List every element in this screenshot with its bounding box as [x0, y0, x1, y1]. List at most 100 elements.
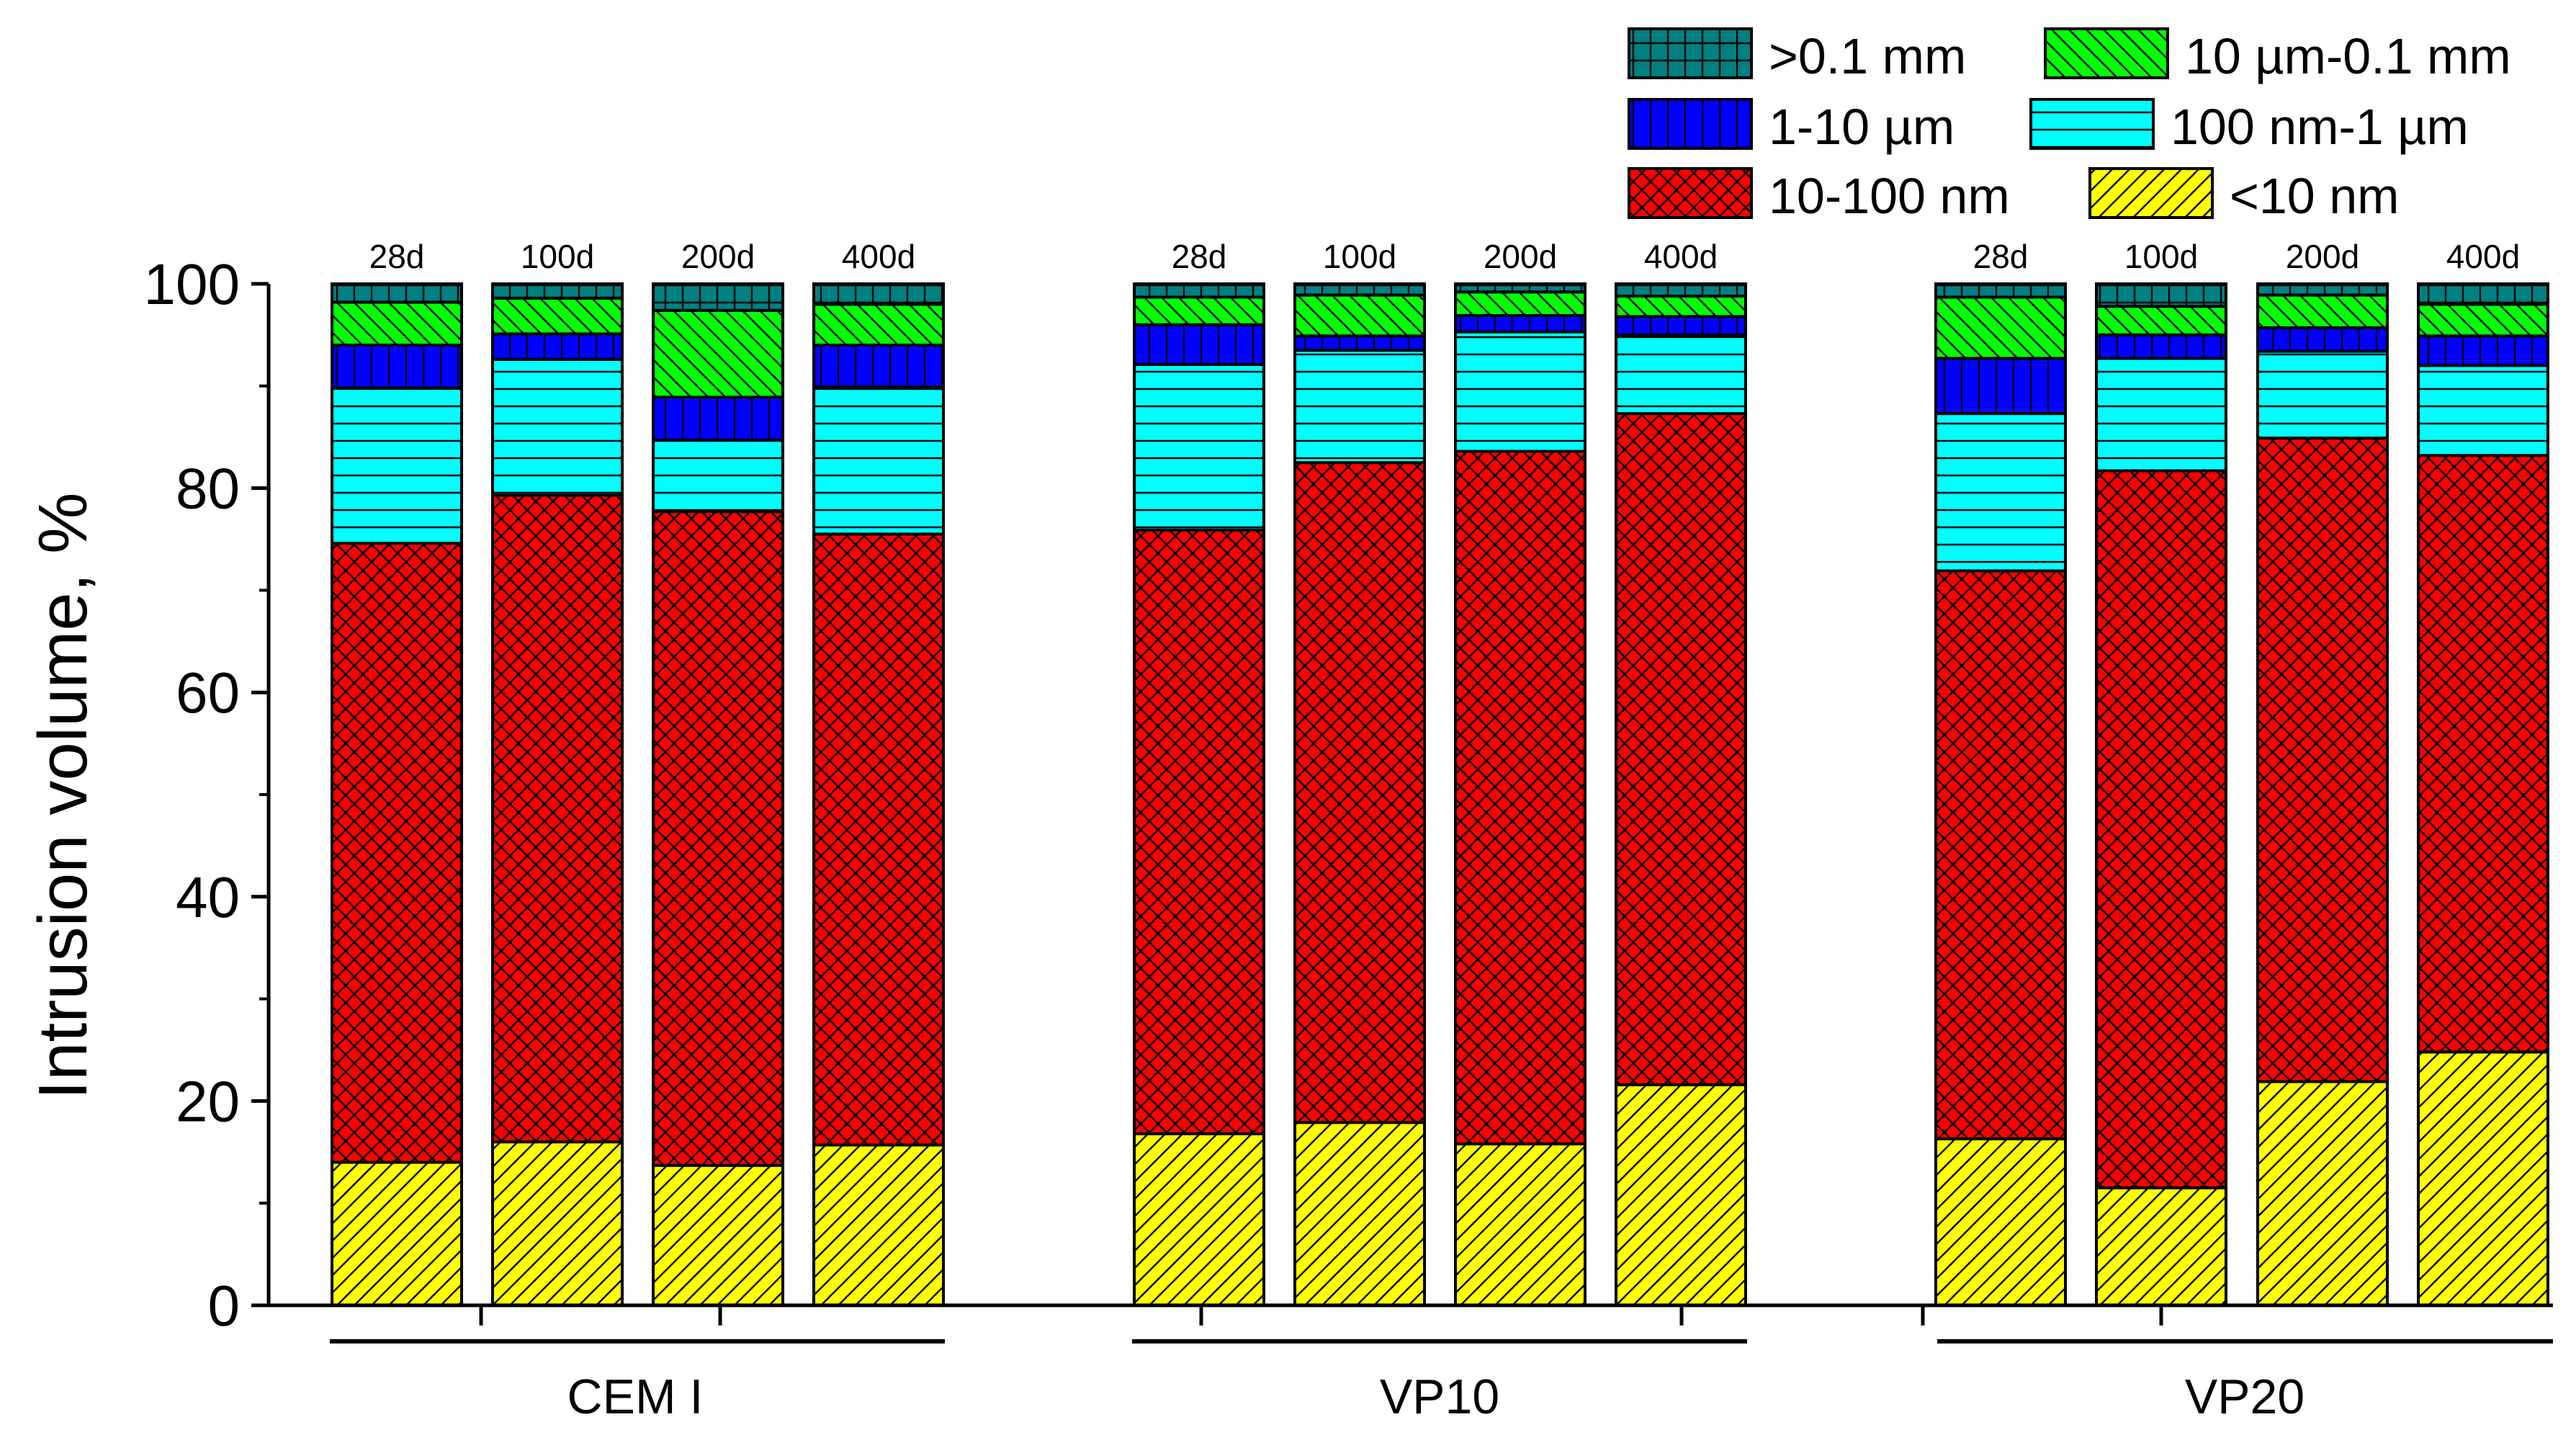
legend-label: <10 nm	[2230, 168, 2399, 224]
bar-segment-gt-0-1-mm	[2095, 282, 2227, 308]
bar-segment-10um-0-1mm	[652, 308, 784, 399]
bar-segment-10-100nm	[652, 510, 784, 1167]
bar-segment-1-10um	[1293, 334, 1426, 352]
legend-item-10-100nm: 10-100 nm	[1628, 167, 2010, 224]
bar-segment-gt-0-1-mm	[331, 282, 463, 304]
y-tick-label: 100	[144, 252, 240, 316]
bar-segment-10-100nm	[2417, 454, 2549, 1054]
group-label: VP10	[1380, 1369, 1499, 1424]
bar-segment-lt-10nm	[2417, 1050, 2549, 1307]
legend-item-1-10um: 1-10 µm	[1628, 98, 1955, 155]
bar-segment-10-100nm	[1133, 528, 1265, 1135]
bar-segment-gt-0-1-mm	[1615, 282, 1747, 298]
bar-segment-gt-0-1-mm	[1293, 282, 1426, 297]
bar-segment-10-100nm	[1454, 450, 1587, 1145]
bar-segment-1-10um	[652, 395, 784, 442]
bar-label: 400d	[842, 238, 915, 275]
bar-label: 100d	[1323, 238, 1396, 275]
bar-label: 28d	[1973, 238, 2029, 275]
bar-segment-100nm-1um	[2417, 364, 2549, 457]
bar-segment-lt-10nm	[2095, 1186, 2227, 1307]
bar-label: 28d	[369, 238, 425, 275]
bar-segment-10um-0-1mm	[812, 303, 945, 347]
y-axis-title: Intrusion volume, %	[24, 492, 102, 1099]
bar-segment-10-100nm	[1934, 569, 2067, 1140]
bar-segment-gt-0-1-mm	[812, 282, 945, 306]
bar-label: 100d	[2124, 238, 2198, 275]
bar-segment-gt-0-1-mm	[2256, 282, 2389, 297]
legend: >0.1 mm 10 µm-0.1 mm 1-10 µm 100 nm-1 µm…	[1628, 27, 2511, 224]
legend-swatch-100nm-1um	[2029, 98, 2155, 150]
bar-segment-10um-0-1mm	[1615, 295, 1747, 318]
bar-label: 200d	[1484, 238, 1557, 275]
bar-segment-lt-10nm	[652, 1163, 784, 1307]
bar-label: 200d	[2286, 238, 2359, 275]
y-tick-label: 80	[176, 457, 240, 521]
bar-segment-1-10um	[1133, 323, 1265, 367]
bar-label: 28d	[1172, 238, 1227, 275]
group-label: CEM I	[567, 1369, 704, 1424]
legend-item-10um-0-1mm: 10 µm-0.1 mm	[2044, 27, 2511, 84]
bar-segment-1-10um	[2095, 333, 2227, 360]
legend-item-gt-0-1-mm: >0.1 mm	[1628, 27, 1966, 84]
bar-label: 200d	[681, 238, 755, 275]
bar-segment-100nm-1um	[812, 385, 945, 536]
bar-segment-lt-10nm	[1454, 1142, 1587, 1307]
legend-swatch-lt-10nm	[2088, 167, 2214, 219]
bar-segment-gt-0-1-mm	[1133, 282, 1265, 299]
bar-label: 400d	[2446, 238, 2520, 275]
bar-segment-1-10um	[1615, 315, 1747, 336]
bar-segment-100nm-1um	[2095, 357, 2227, 473]
bar-segment-1-10um	[2256, 326, 2389, 353]
bar-segment-10um-0-1mm	[2417, 303, 2549, 338]
bar-segment-10-100nm	[2256, 437, 2389, 1083]
bar-segment-10um-0-1mm	[1934, 295, 2067, 360]
legend-label: 100 nm-1 µm	[2171, 99, 2469, 155]
legend-label: 1-10 µm	[1769, 99, 1955, 155]
bar-segment-10um-0-1mm	[491, 296, 624, 336]
legend-swatch-gt-0-1-mm	[1628, 27, 1753, 79]
bar-segment-10um-0-1mm	[1454, 290, 1587, 317]
axes: 0 20 40 60 80 100 CEM I VP10 VP20	[144, 252, 2553, 1424]
bar-label: 100d	[521, 238, 594, 275]
group-label: VP20	[2185, 1369, 2305, 1424]
bar-segment-100nm-1um	[331, 386, 463, 545]
bar-segment-1-10um	[331, 344, 463, 390]
bar-segment-lt-10nm	[1615, 1083, 1747, 1307]
bar-segment-10-100nm	[1293, 461, 1426, 1125]
bar-segment-10-100nm	[331, 542, 463, 1164]
bar-segment-gt-0-1-mm	[652, 282, 784, 312]
bar-segment-1-10um	[1934, 357, 2067, 416]
legend-label: 10-100 nm	[1769, 168, 2010, 224]
bar-segment-100nm-1um	[1934, 412, 2067, 573]
y-tick-label: 20	[176, 1069, 240, 1133]
bar-segment-10-100nm	[2095, 469, 2227, 1189]
bar-segment-lt-10nm	[2256, 1080, 2389, 1307]
bar-segment-100nm-1um	[652, 438, 784, 514]
bar-segment-100nm-1um	[1293, 349, 1426, 465]
bar-segment-gt-0-1-mm	[491, 282, 624, 300]
bar-segment-10-100nm	[812, 532, 945, 1147]
legend-item-lt-10nm: <10 nm	[2088, 167, 2399, 224]
legend-swatch-10um-0-1mm	[2044, 27, 2169, 79]
bar-segment-lt-10nm	[1934, 1137, 2067, 1307]
bar-segment-100nm-1um	[491, 357, 624, 497]
bar-segment-1-10um	[491, 332, 624, 361]
bar-segment-lt-10nm	[331, 1161, 463, 1307]
legend-item-100nm-1um: 100 nm-1 µm	[2029, 98, 2469, 155]
bar-segment-lt-10nm	[491, 1140, 624, 1307]
bar-segment-lt-10nm	[1133, 1132, 1265, 1307]
bar-segment-10um-0-1mm	[2095, 305, 2227, 336]
bar-segment-10-100nm	[491, 493, 624, 1144]
y-tick-label: 60	[176, 661, 240, 725]
bar-segment-gt-0-1-mm	[1934, 282, 2067, 299]
legend-swatch-1-10um	[1628, 98, 1753, 150]
bar-segment-100nm-1um	[2256, 349, 2389, 440]
bar-segment-1-10um	[1454, 313, 1587, 334]
legend-swatch-10-100nm	[1628, 167, 1753, 219]
bar-segment-lt-10nm	[812, 1143, 945, 1307]
y-tick-label: 0	[208, 1274, 241, 1338]
bar-segment-gt-0-1-mm	[2417, 282, 2549, 306]
bar-segment-100nm-1um	[1615, 333, 1747, 416]
bar-segment-gt-0-1-mm	[1454, 282, 1587, 294]
